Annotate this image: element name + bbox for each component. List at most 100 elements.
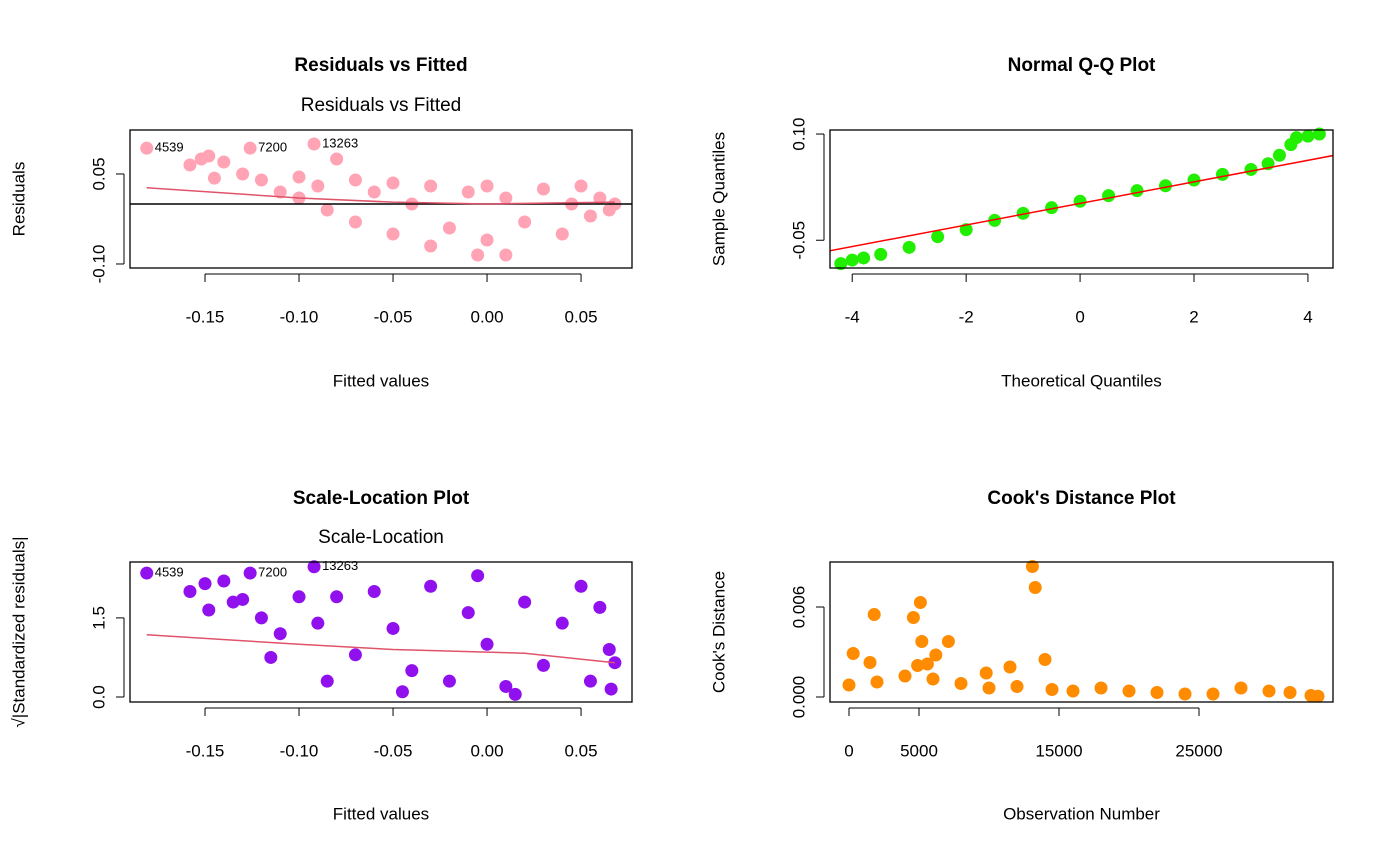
point [320, 203, 334, 217]
point [471, 569, 485, 583]
point [367, 585, 381, 599]
point [857, 251, 871, 265]
point [1234, 681, 1248, 695]
point [846, 647, 860, 661]
point [508, 687, 522, 701]
point [480, 233, 494, 247]
point [518, 595, 532, 609]
point [1045, 683, 1059, 697]
x-tick-label: -0.15 [186, 741, 225, 760]
point [202, 149, 216, 163]
point [461, 185, 475, 199]
y-tick-label: 1.5 [89, 606, 108, 630]
point [217, 574, 231, 588]
point [536, 658, 550, 672]
point [593, 600, 607, 614]
point [198, 577, 212, 591]
point [1283, 686, 1297, 700]
point [1290, 131, 1304, 145]
point [480, 637, 494, 651]
point [536, 182, 550, 196]
point [243, 141, 257, 155]
y-axis-label: Residuals [9, 162, 28, 237]
point [1130, 184, 1144, 198]
point [926, 672, 940, 686]
y-tick-label: -0.05 [789, 221, 808, 260]
panel: Cook's Distance Plot Observation Number Co… [709, 488, 1334, 823]
point [834, 257, 848, 271]
point [593, 191, 607, 205]
point [243, 566, 257, 580]
point-label: 7200 [258, 565, 287, 580]
point [307, 560, 321, 574]
point [604, 682, 618, 696]
point [471, 248, 485, 262]
point [307, 137, 321, 151]
point [1244, 162, 1258, 176]
y-tick-label: 0.10 [789, 117, 808, 150]
point-label: 7200 [258, 140, 287, 155]
point [902, 240, 916, 254]
point-label: 13263 [322, 558, 358, 573]
point [1215, 167, 1229, 181]
point [988, 213, 1002, 227]
point [311, 179, 325, 193]
x-tick-label: -0.15 [186, 307, 225, 326]
point [183, 585, 197, 599]
point [386, 227, 400, 241]
point [1045, 201, 1059, 215]
x-tick-label: -0.05 [374, 741, 413, 760]
x-tick-label: -0.10 [280, 741, 319, 760]
x-tick-label: -0.05 [374, 307, 413, 326]
point [870, 675, 884, 689]
y-tick-label: 0.006 [789, 586, 808, 629]
point-label: 13263 [322, 135, 358, 150]
point [1122, 684, 1136, 698]
point [863, 656, 877, 670]
point [583, 209, 597, 223]
x-axis-label: Theoretical Quantiles [1001, 371, 1162, 390]
point [1178, 687, 1192, 701]
point [1187, 173, 1201, 187]
plot-frame [129, 129, 633, 269]
panel: Residuals vs Fitted Residuals vs Fitted Fi… [9, 55, 633, 390]
y-axis-label: Cook's Distance [709, 571, 728, 693]
x-tick-label: 0.00 [470, 307, 503, 326]
point [929, 648, 943, 662]
point-label: 4539 [155, 565, 184, 580]
point [1028, 581, 1042, 595]
point [140, 566, 154, 580]
point [867, 608, 881, 622]
point [1003, 660, 1017, 674]
panel: Scale-Location Plot Scale-Location Fitted … [9, 488, 633, 823]
point [1301, 129, 1315, 143]
panel: Normal Q-Q Plot Theoretical Quantiles Samp… [709, 55, 1334, 390]
point [555, 227, 569, 241]
point [1025, 560, 1039, 574]
point [1066, 684, 1080, 698]
point [273, 627, 287, 641]
point [959, 223, 973, 237]
point [518, 215, 532, 229]
x-tick-label: -2 [959, 307, 974, 326]
point [499, 248, 513, 262]
point [236, 167, 250, 181]
x-tick-label: 0 [844, 741, 853, 760]
point [424, 579, 438, 593]
point [1311, 689, 1325, 703]
point [499, 191, 513, 205]
panel-subtitle: Residuals vs Fitted [301, 95, 462, 116]
y-axis-label: √|Standardized residuals| [9, 536, 28, 727]
point [1102, 189, 1116, 203]
point [140, 141, 154, 155]
point [480, 179, 494, 193]
x-tick-label: 2 [1189, 307, 1198, 326]
point [386, 621, 400, 635]
point [254, 611, 268, 625]
point [320, 674, 334, 688]
y-axis-label: Sample Quantiles [709, 132, 728, 266]
point [217, 155, 231, 169]
panel-title: Normal Q-Q Plot [1008, 55, 1156, 76]
